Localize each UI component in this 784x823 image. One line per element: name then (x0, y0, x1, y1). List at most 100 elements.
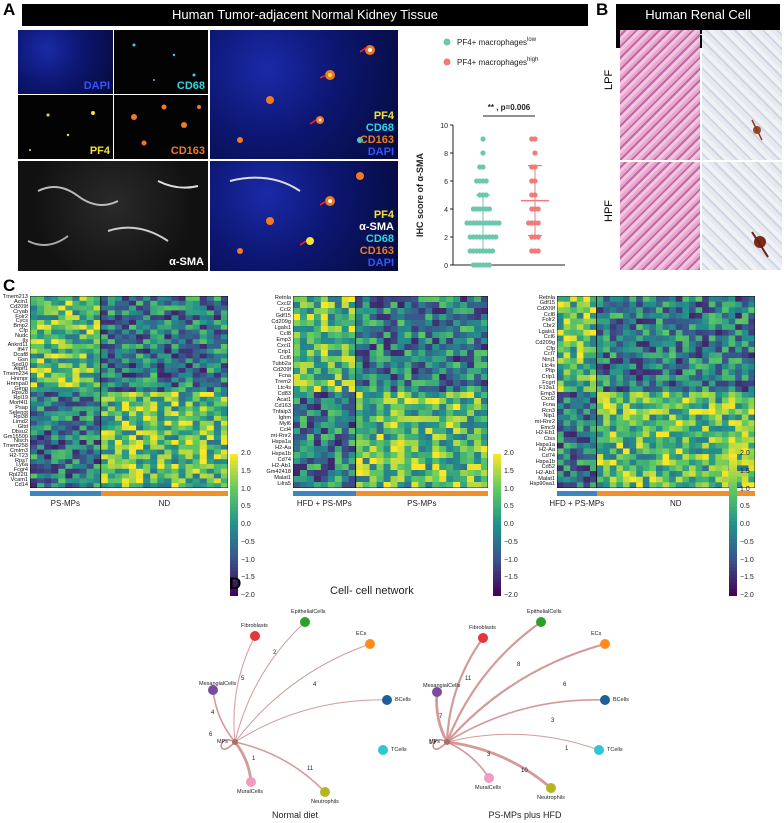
heatmap-cell (369, 320, 377, 327)
heatmap-cell (306, 410, 315, 417)
heatmap-cell (121, 382, 130, 388)
heatmap-cell (576, 346, 584, 353)
y-tick-label: 10 (440, 123, 448, 130)
heatmap-cell (100, 305, 109, 311)
heatmap-cell (563, 408, 571, 415)
heatmap-cell (58, 310, 66, 316)
heatmap-cell (662, 465, 670, 472)
heatmap-cell (107, 368, 116, 374)
heatmap-cell (708, 358, 716, 365)
heatmap-cell (306, 374, 315, 381)
heatmap-cell (656, 454, 663, 461)
heatmap-cell (362, 344, 370, 351)
heatmap-cell (453, 422, 461, 429)
heatmap-cell (596, 465, 604, 472)
heatmap-cell (79, 300, 87, 306)
heatmap-cell (590, 482, 597, 488)
heatmap-cell (675, 465, 683, 472)
heatmap-cell (299, 302, 308, 309)
heatmap-cell (715, 341, 723, 348)
heatmap-cell (58, 468, 66, 474)
heatmap-cell (722, 363, 729, 370)
heatmap-cell (129, 300, 137, 306)
heatmap-cell (404, 344, 412, 351)
heatmap-cell (192, 392, 201, 398)
heatmap-cell (623, 346, 630, 353)
heatmap-cell (192, 454, 201, 460)
heatmap-cell (656, 431, 663, 438)
heatmap-cell (114, 329, 123, 335)
heatmap-cell (642, 414, 650, 421)
heatmap-cell (656, 346, 663, 353)
heatmap-cell (623, 296, 630, 302)
heatmap-cell (327, 296, 336, 303)
heatmap-cell (93, 411, 102, 417)
heatmap-cell (65, 396, 73, 402)
heatmap-cell (348, 410, 356, 417)
heatmap-cell (206, 416, 215, 422)
heatmap-cell (313, 326, 322, 333)
heatmap-cell (157, 478, 165, 484)
heatmap-cell (682, 296, 690, 302)
heatmap-cell (425, 296, 433, 303)
heatmap-cell (446, 374, 454, 381)
heatmap-cell (629, 425, 637, 432)
heatmap-cell (474, 410, 482, 417)
heatmap-cell (121, 344, 130, 350)
heatmap-cell (178, 296, 186, 302)
heatmap-cell (662, 352, 670, 359)
heatmap-cell (44, 420, 52, 426)
heatmap-cell (293, 314, 301, 321)
heatmap-cell (79, 358, 87, 364)
gene-label: Ankrd11 (7, 342, 28, 349)
heatmap-cell (51, 483, 59, 488)
heatmap-cell (100, 420, 109, 426)
heatmap-cell (86, 310, 94, 316)
heatmap-cell (313, 302, 322, 309)
heatmap-cell (616, 312, 624, 319)
heatmap-cell (164, 358, 172, 364)
heatmap-cell (481, 404, 488, 411)
heatmap-cell (669, 397, 677, 404)
heatmap-cell (636, 403, 644, 410)
gene-label: Fcna (542, 402, 555, 409)
heatmap-cell (432, 332, 440, 339)
heatmap-cell (341, 428, 350, 435)
heatmap-cell (114, 459, 123, 465)
heatmap-cell (446, 350, 454, 357)
heatmap-cell (327, 350, 336, 357)
heatmap-cell (320, 368, 329, 375)
colorbar-segment (729, 588, 737, 593)
gene-label: Ccl8 (543, 311, 555, 318)
heatmap-cell (708, 380, 716, 387)
heatmap-cell (334, 296, 343, 303)
heatmap-cell (439, 428, 447, 435)
heatmap-cell (136, 444, 144, 450)
colorbar-segment (493, 571, 501, 576)
heatmap-cell (390, 338, 398, 345)
heatmap-cell (656, 335, 663, 342)
heatmap-cell (51, 358, 59, 364)
heatmap-cell (369, 302, 377, 309)
heatmap-cell (656, 318, 663, 325)
colorbar-tick-label: 0.0 (504, 521, 514, 528)
gene-label: Rps28 (11, 390, 28, 397)
heatmap-cell (722, 454, 729, 461)
heatmap-cell (629, 476, 637, 483)
heatmap-cell (383, 458, 391, 465)
heatmap-cell (369, 464, 377, 471)
gene-label: Rcn3 (541, 407, 555, 414)
colorbar-segment (729, 493, 737, 498)
heatmap-cell (213, 425, 222, 431)
colorbar-tick-label: −1.0 (241, 556, 255, 564)
heatmap-cell (376, 422, 384, 429)
heatmap-cell (136, 396, 144, 402)
heatmap-cell (649, 312, 657, 319)
heatmap-cell (383, 452, 391, 459)
heatmap-cell (596, 431, 604, 438)
heatmap-cell (293, 446, 301, 453)
heatmap-cell (157, 392, 165, 398)
heatmap-cell (313, 428, 322, 435)
heatmap-cell (313, 338, 322, 345)
heatmap-cell (616, 363, 624, 370)
